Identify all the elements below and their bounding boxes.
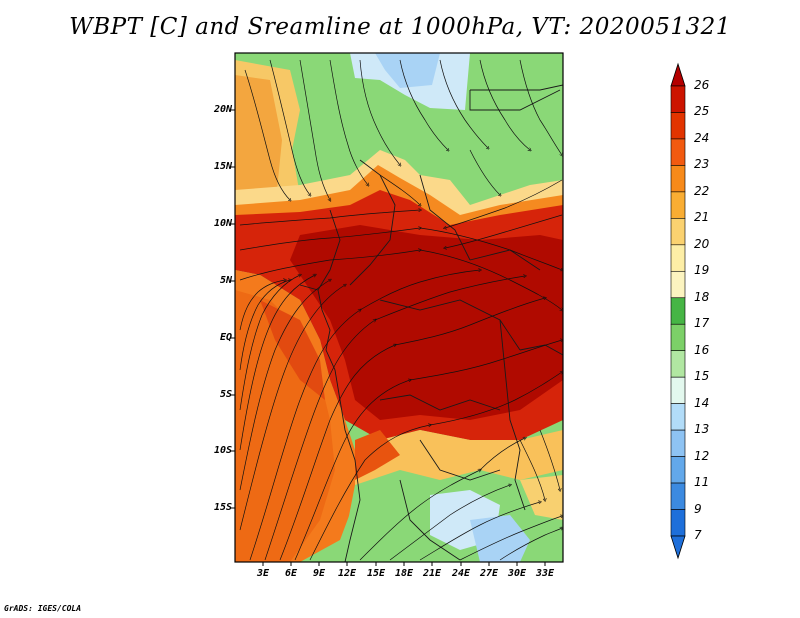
- colorbar-segment: [670, 297, 686, 325]
- colorbar-label: 17: [694, 316, 710, 331]
- lat-label-5n: 5N: [219, 275, 232, 286]
- chart-title: WBPT [C] and Sreamline at 1000hPa, VT: 2…: [69, 14, 731, 40]
- colorbar-segment: [670, 509, 686, 537]
- colorbar-label: 14: [694, 395, 710, 410]
- colorbar-bottom-arrow: [670, 535, 686, 560]
- colorbar-segment: [670, 482, 686, 510]
- colorbar-segment: [670, 191, 686, 219]
- colorbar-label: 20: [694, 236, 710, 251]
- colorbar-segment: [670, 376, 686, 404]
- colorbar-label: 19: [694, 263, 710, 278]
- colorbar-segment: [670, 270, 686, 299]
- colorbar-label: 11: [694, 475, 710, 490]
- lon-label-18e: 18E: [394, 568, 414, 579]
- colorbar-segment: [670, 85, 686, 113]
- colorbar-label: 22: [694, 183, 710, 198]
- coastline-boundaries: [299, 84, 563, 562]
- lon-label-6e: 6E: [284, 568, 298, 579]
- wbpt-field: [235, 53, 563, 562]
- colorbar-segment: [670, 218, 686, 246]
- colorbar-label: 15: [694, 369, 710, 384]
- colorbar-label: 7: [694, 528, 702, 542]
- lat-label-15n: 15N: [213, 161, 232, 172]
- colorbar-segment: [670, 350, 686, 378]
- colorbar-segment: [670, 138, 686, 166]
- streamlines: [239, 59, 562, 561]
- colorbar-label: 12: [694, 448, 710, 463]
- lon-label-27e: 27E: [479, 568, 499, 579]
- colorbar-segment: [670, 112, 686, 140]
- lat-ticks: [231, 109, 235, 509]
- colorbar-label: 16: [694, 342, 710, 357]
- lon-label-12e: 12E: [337, 568, 357, 579]
- lat-label-15s: 15S: [213, 502, 232, 513]
- lat-label-5s: 5S: [219, 389, 232, 400]
- colorbar-segment: [670, 456, 686, 484]
- colorbar-label: 21: [694, 210, 710, 225]
- colorbar-label: 26: [694, 78, 710, 92]
- colorbar: [670, 62, 686, 560]
- grads-credit: GrADS: IGES/COLA: [4, 604, 82, 613]
- colorbar-label: 9: [694, 501, 702, 516]
- lon-label-33e: 33E: [535, 568, 555, 579]
- lat-label-10n: 10N: [213, 218, 232, 229]
- colorbar-label: 18: [694, 289, 710, 304]
- colorbar-label: 24: [694, 130, 710, 145]
- colorbar-segment: [670, 323, 686, 352]
- colorbar-segment: [670, 429, 686, 457]
- lon-label-9e: 9E: [312, 568, 326, 579]
- lat-label-eq: EQ: [219, 332, 232, 343]
- colorbar-segment: [670, 403, 686, 431]
- lon-label-30e: 30E: [507, 568, 527, 579]
- colorbar-label: 25: [694, 104, 710, 119]
- colorbar-label: 23: [694, 157, 710, 172]
- lat-label-10s: 10S: [213, 445, 232, 456]
- lat-label-20n: 20N: [213, 104, 232, 115]
- colorbar-segment: [670, 165, 686, 193]
- lon-label-21e: 21E: [422, 568, 442, 579]
- colorbar-top-arrow: [670, 62, 686, 87]
- map-frame: [234, 52, 564, 563]
- lon-label-3e: 3E: [256, 568, 270, 579]
- lon-ticks: [262, 562, 546, 566]
- lon-label-24e: 24E: [451, 568, 471, 579]
- colorbar-segment: [670, 244, 686, 272]
- colorbar-label: 13: [694, 422, 710, 437]
- lon-label-15e: 15E: [366, 568, 386, 579]
